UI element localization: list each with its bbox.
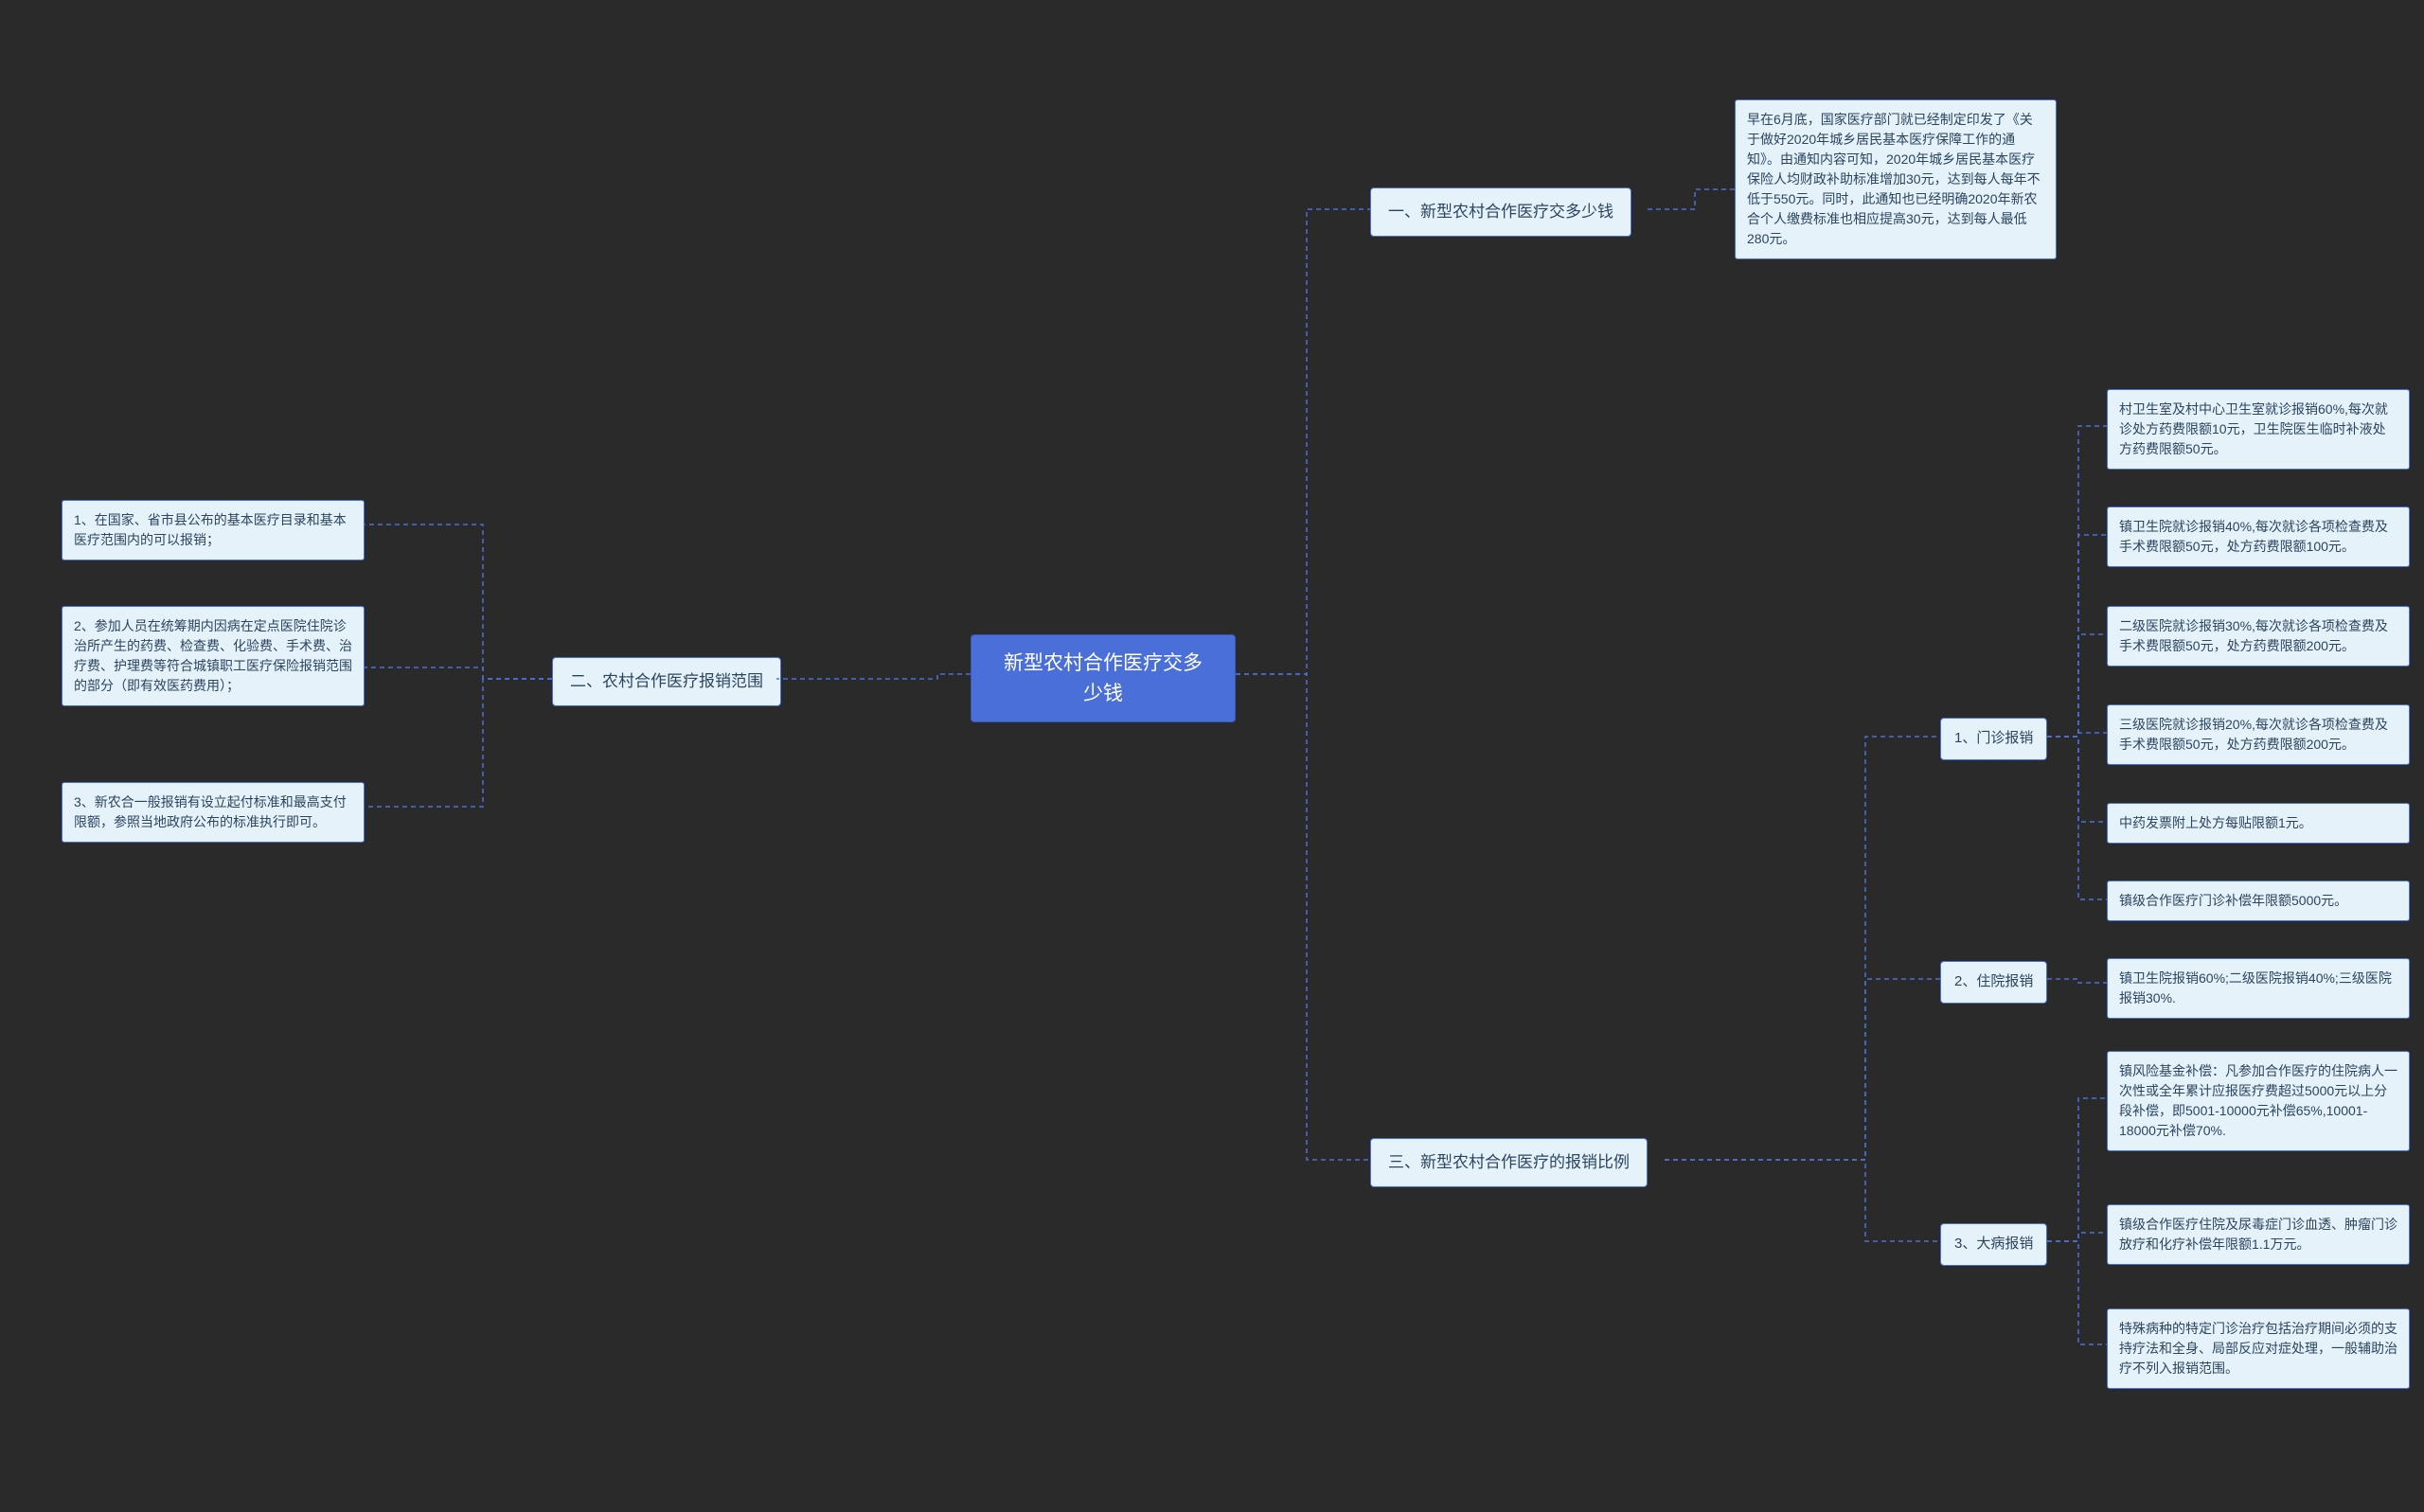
leaf-31c[interactable]: 二级医院就诊报销30%,每次就诊各项检查费及手术费限额50元，处方药费限额200…: [2107, 606, 2410, 667]
leaf-33a[interactable]: 镇风险基金补偿：凡参加合作医疗的住院病人一次性或全年累计应报医疗费超过5000元…: [2107, 1051, 2410, 1151]
leaf-33b[interactable]: 镇级合作医疗住院及尿毒症门诊血透、肿瘤门诊放疗和化疗补偿年限额1.1万元。: [2107, 1204, 2410, 1265]
leaf-1a-text: 早在6月底，国家医疗部门就已经制定印发了《关于做好2020年城乡居民基本医疗保障…: [1747, 112, 2041, 246]
sub-33-label: 3、大病报销: [1954, 1236, 2033, 1252]
root-node[interactable]: 新型农村合作医疗交多少钱: [971, 634, 1236, 722]
connectors: [0, 0, 2424, 1512]
leaf-2c[interactable]: 3、新农合一般报销有设立起付标准和最高支付限额，参照当地政府公布的标准执行即可。: [62, 782, 365, 843]
leaf-2a[interactable]: 1、在国家、省市县公布的基本医疗目录和基本医疗范围内的可以报销；: [62, 500, 365, 560]
leaf-31e-text: 中药发票附上处方每贴限额1元。: [2119, 815, 2312, 830]
leaf-31b-text: 镇卫生院就诊报销40%,每次就诊各项检查费及手术费限额50元，处方药费限额100…: [2119, 519, 2388, 554]
leaf-31d-text: 三级医院就诊报销20%,每次就诊各项检查费及手术费限额50元，处方药费限额200…: [2119, 717, 2388, 752]
branch-3[interactable]: 三、新型农村合作医疗的报销比例: [1370, 1138, 1648, 1187]
branch-1-label: 一、新型农村合作医疗交多少钱: [1388, 203, 1613, 221]
sub-31[interactable]: 1、门诊报销: [1940, 718, 2047, 760]
root-text: 新型农村合作医疗交多少钱: [1004, 652, 1203, 704]
leaf-33c[interactable]: 特殊病种的特定门诊治疗包括治疗期间必须的支持疗法和全身、局部反应对症处理，一般辅…: [2107, 1308, 2410, 1389]
leaf-2b[interactable]: 2、参加人员在统筹期内因病在定点医院住院诊治所产生的药费、检查费、化验费、手术费…: [62, 606, 365, 706]
leaf-2a-text: 1、在国家、省市县公布的基本医疗目录和基本医疗范围内的可以报销；: [74, 512, 347, 547]
leaf-33a-text: 镇风险基金补偿：凡参加合作医疗的住院病人一次性或全年累计应报医疗费超过5000元…: [2119, 1063, 2397, 1138]
leaf-1a[interactable]: 早在6月底，国家医疗部门就已经制定印发了《关于做好2020年城乡居民基本医疗保障…: [1735, 99, 2057, 259]
leaf-32a[interactable]: 镇卫生院报销60%;二级医院报销40%;三级医院报销30%.: [2107, 958, 2410, 1019]
branch-3-label: 三、新型农村合作医疗的报销比例: [1388, 1153, 1630, 1171]
leaf-32a-text: 镇卫生院报销60%;二级医院报销40%;三级医院报销30%.: [2119, 970, 2392, 1005]
leaf-33b-text: 镇级合作医疗住院及尿毒症门诊血透、肿瘤门诊放疗和化疗补偿年限额1.1万元。: [2119, 1217, 2397, 1252]
sub-31-label: 1、门诊报销: [1954, 730, 2033, 746]
leaf-31f-text: 镇级合作医疗门诊补偿年限额5000元。: [2119, 893, 2347, 908]
leaf-33c-text: 特殊病种的特定门诊治疗包括治疗期间必须的支持疗法和全身、局部反应对症处理，一般辅…: [2119, 1321, 2397, 1376]
leaf-31a[interactable]: 村卫生室及村中心卫生室就诊报销60%,每次就诊处方药费限额10元，卫生院医生临时…: [2107, 389, 2410, 470]
branch-2[interactable]: 二、农村合作医疗报销范围: [552, 657, 781, 706]
sub-32-label: 2、住院报销: [1954, 973, 2033, 989]
branch-2-label: 二、农村合作医疗报销范围: [570, 672, 763, 690]
leaf-31a-text: 村卫生室及村中心卫生室就诊报销60%,每次就诊处方药费限额10元，卫生院医生临时…: [2119, 401, 2388, 456]
branch-1[interactable]: 一、新型农村合作医疗交多少钱: [1370, 187, 1631, 237]
leaf-2c-text: 3、新农合一般报销有设立起付标准和最高支付限额，参照当地政府公布的标准执行即可。: [74, 794, 347, 829]
leaf-2b-text: 2、参加人员在统筹期内因病在定点医院住院诊治所产生的药费、检查费、化验费、手术费…: [74, 618, 352, 693]
sub-32[interactable]: 2、住院报销: [1940, 961, 2047, 1004]
leaf-31b[interactable]: 镇卫生院就诊报销40%,每次就诊各项检查费及手术费限额50元，处方药费限额100…: [2107, 507, 2410, 567]
sub-33[interactable]: 3、大病报销: [1940, 1223, 2047, 1266]
leaf-31e[interactable]: 中药发票附上处方每贴限额1元。: [2107, 803, 2410, 844]
leaf-31f[interactable]: 镇级合作医疗门诊补偿年限额5000元。: [2107, 881, 2410, 921]
leaf-31c-text: 二级医院就诊报销30%,每次就诊各项检查费及手术费限额50元，处方药费限额200…: [2119, 618, 2388, 653]
leaf-31d[interactable]: 三级医院就诊报销20%,每次就诊各项检查费及手术费限额50元，处方药费限额200…: [2107, 704, 2410, 765]
